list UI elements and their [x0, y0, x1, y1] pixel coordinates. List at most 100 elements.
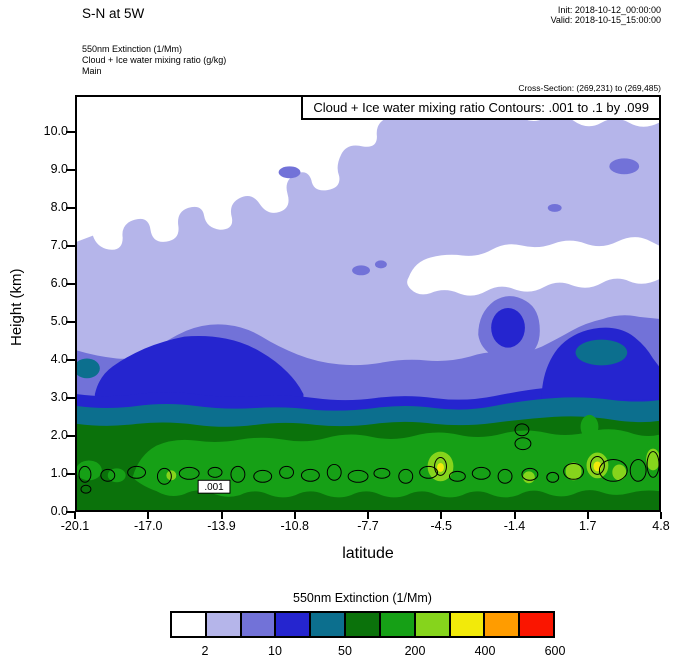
x-tick-mark — [74, 512, 76, 519]
y-tick-mark — [66, 511, 75, 513]
x-tick-mark — [147, 512, 150, 519]
y-tick-mark — [66, 169, 75, 171]
colorbar-cell — [206, 613, 242, 636]
cloud-contour-loop — [521, 467, 539, 481]
fill-lightgreen-patch — [565, 462, 582, 481]
y-tick-label: 2.0 — [50, 428, 68, 442]
fill-medblue-spot — [278, 166, 301, 179]
y-tick-label: 8.0 — [50, 200, 68, 214]
fill-white-upper-left — [77, 97, 413, 250]
cloud-contour-loop — [629, 458, 647, 482]
colorbar-tick-label: 50 — [338, 644, 352, 658]
cloud-contour-loop — [471, 466, 491, 480]
field-line-extinction: 550nm Extinction (1/Mm) — [82, 44, 183, 54]
colorbar-cell — [380, 613, 416, 636]
field-line-domain: Main — [82, 66, 102, 76]
colorbar-cell — [520, 613, 553, 636]
cloud-contour-loop — [514, 423, 530, 437]
init-time-label: Init: 2018-10-12_00:00:00 — [557, 5, 661, 15]
colorbar-cell — [450, 613, 486, 636]
y-tick-label: 4.0 — [50, 352, 68, 366]
cross-section-label: Cross-Section: (269,231) to (269,485) — [518, 83, 661, 93]
contour-label-text: .001 — [204, 482, 224, 493]
colorbar-cell — [311, 613, 347, 636]
fill-teal-right-core — [575, 339, 628, 366]
x-axis-label: latitude — [342, 545, 394, 562]
fill-blue-blob-core — [491, 307, 525, 348]
colorbar-cell — [485, 613, 521, 636]
y-tick-label: 7.0 — [50, 238, 68, 252]
cloud-contour-loop — [448, 470, 466, 482]
colorbar-cell — [415, 613, 451, 636]
colorbar-tick-label: 600 — [544, 644, 566, 658]
fill-lightgreen-patch — [522, 471, 535, 484]
y-tick-mark — [66, 435, 75, 437]
cloud-contour-loop — [100, 468, 116, 482]
x-tick-mark — [513, 512, 516, 519]
cloud-contour-loop — [598, 458, 628, 482]
cloud-contour-loop — [156, 467, 172, 485]
colorbar-tick-label: 200 — [404, 644, 426, 658]
x-tick-label: -13.9 — [207, 519, 236, 533]
colorbar-title: 550nm Extinction (1/Mm) — [293, 591, 432, 605]
y-tick-label: 6.0 — [50, 276, 68, 290]
cloud-contour-loop — [434, 457, 447, 476]
contour-info-box: Cloud + Ice water mixing ratio Contours:… — [301, 95, 661, 120]
y-tick-label: 0.0 — [50, 504, 68, 518]
y-tick-label: 5.0 — [50, 314, 68, 328]
x-tick-label: -4.5 — [430, 519, 453, 533]
colorbar-cell — [172, 613, 207, 636]
colorbar — [170, 611, 555, 638]
x-tick-mark — [367, 512, 369, 519]
y-tick-mark — [66, 397, 75, 399]
x-tick-mark — [440, 512, 443, 519]
fill-green-left-blob — [77, 460, 102, 481]
contour-label-box — [197, 479, 231, 494]
x-tick-label: -10.8 — [280, 519, 310, 533]
fill-medblue-spot — [352, 265, 370, 276]
fill-lightgreen-patch — [612, 464, 627, 481]
fill-medblue-spot — [609, 158, 640, 175]
contour-field-svg: .001 — [77, 97, 659, 510]
cloud-contour-loop — [253, 469, 273, 483]
cloud-contour-group — [78, 423, 659, 494]
cloud-contour-loop — [178, 466, 200, 480]
x-tick-mark — [586, 512, 589, 519]
x-tick-mark — [293, 512, 296, 519]
y-tick-mark — [66, 359, 75, 361]
x-tick-label: -7.7 — [357, 519, 379, 533]
cloud-contour-loop — [546, 471, 560, 483]
cloud-contour-loop — [80, 484, 92, 494]
y-tick-label: 10.0 — [43, 124, 68, 138]
valid-time-label: Valid: 2018-10-15_15:00:00 — [550, 15, 661, 25]
cloud-contour-loop — [78, 465, 92, 483]
page-title: S-N at 5W — [82, 6, 145, 21]
x-tick-mark — [660, 512, 662, 519]
y-tick-mark — [66, 245, 75, 247]
cloud-contour-loop — [514, 437, 532, 451]
y-tick-label: 3.0 — [50, 390, 68, 404]
colorbar-cell — [241, 613, 277, 636]
cloud-contour-loop — [326, 463, 342, 481]
cloud-contour-loop — [398, 468, 414, 484]
colorbar-tick-label: 2 — [201, 644, 209, 658]
cloud-contour-loop — [646, 451, 659, 478]
colorbar-cell — [346, 613, 381, 636]
fill-blue-left-hill — [94, 336, 304, 407]
cloud-contour-loop — [207, 466, 223, 478]
colorbar-cell — [276, 613, 312, 636]
x-tick-label: -20.1 — [60, 519, 90, 533]
y-tick-label: 1.0 — [50, 466, 68, 480]
fill-yellow-speck — [437, 462, 444, 472]
cloud-contour-loop — [300, 468, 320, 482]
fill-medblue-spot — [547, 203, 562, 212]
y-axis-label: Height (km) — [8, 268, 25, 346]
fill-green-left-blob — [107, 468, 126, 483]
colorbar-tick-label: 10 — [268, 644, 282, 658]
cloud-contour-loop — [230, 465, 246, 483]
cloud-contour-loop — [279, 465, 295, 479]
cloud-contour-loop — [563, 462, 585, 480]
y-tick-mark — [66, 131, 75, 133]
field-line-mixing-ratio: Cloud + Ice water mixing ratio (g/kg) — [82, 55, 227, 65]
